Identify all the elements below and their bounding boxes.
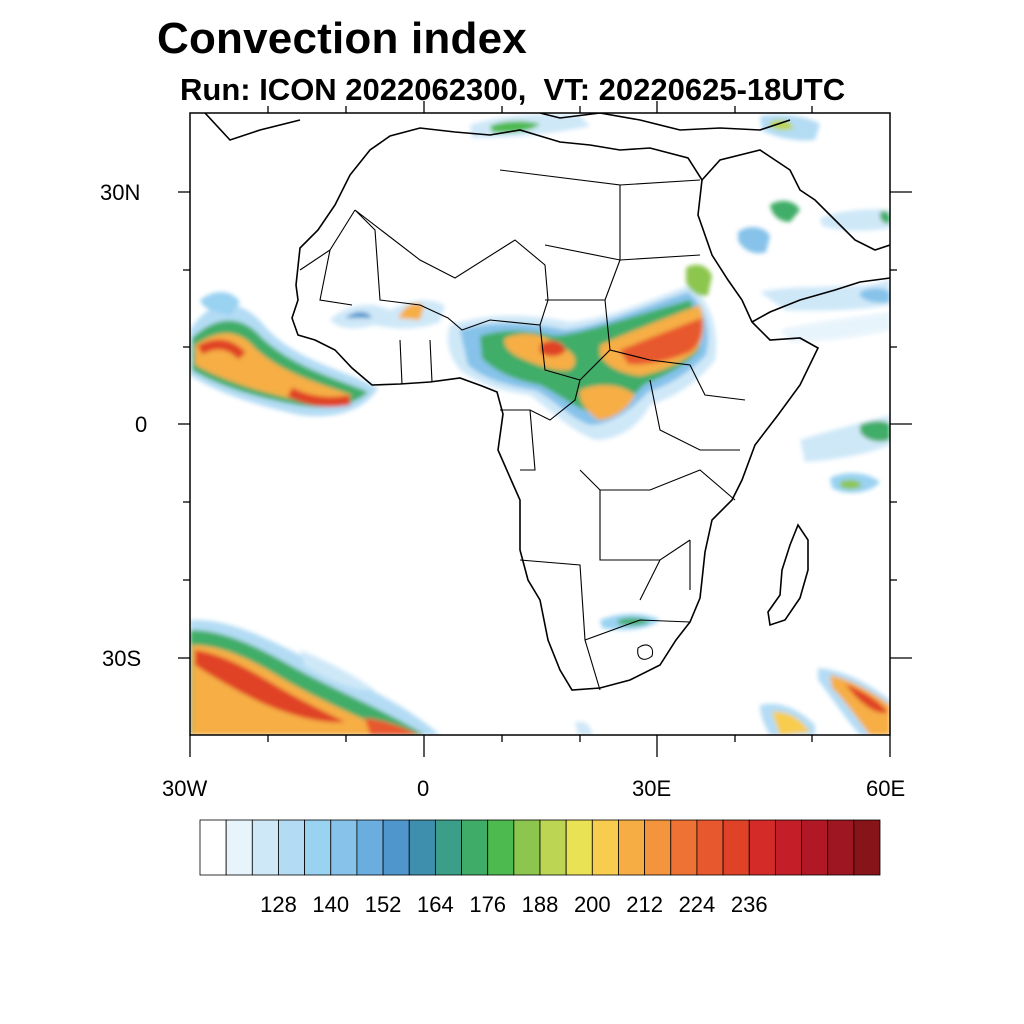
colorbar-swatch bbox=[251, 819, 279, 876]
colorbar-label: 164 bbox=[417, 892, 454, 917]
colorbar-swatch bbox=[356, 819, 384, 876]
coastlines bbox=[204, 113, 890, 691]
colorbar-swatch bbox=[513, 819, 541, 876]
colorbar-swatch bbox=[774, 819, 802, 876]
colorbar-label: 212 bbox=[626, 892, 663, 917]
colorbar-swatch bbox=[565, 819, 593, 876]
colorbar: 128 140 152 164 176 188 200 212 224 236 bbox=[199, 819, 881, 917]
colorbar-swatch bbox=[644, 819, 672, 876]
colorbar-swatch bbox=[408, 819, 436, 876]
colorbar-swatch bbox=[434, 819, 462, 876]
map-subtitle: Run: ICON 2022062300, VT: 20220625-18UTC bbox=[180, 72, 846, 107]
colorbar-swatch bbox=[591, 819, 619, 876]
colorbar-label: 224 bbox=[679, 892, 716, 917]
colorbar-label: 140 bbox=[312, 892, 349, 917]
colorbar-swatch bbox=[618, 819, 646, 876]
colorbar-swatch bbox=[748, 819, 776, 876]
colorbar-swatch bbox=[827, 819, 855, 876]
colorbar-swatch bbox=[539, 819, 567, 876]
map-title: Convection index bbox=[157, 14, 527, 63]
colorbar-label: 188 bbox=[522, 892, 559, 917]
x-tick-label: 0 bbox=[417, 776, 430, 801]
colorbar-label: 176 bbox=[469, 892, 506, 917]
colorbar-swatch bbox=[330, 819, 358, 876]
colorbar-label: 200 bbox=[574, 892, 611, 917]
y-tick-label: 30S bbox=[102, 646, 142, 671]
colorbar-swatch bbox=[487, 819, 515, 876]
colorbar-swatch bbox=[853, 819, 881, 876]
colorbar-label: 236 bbox=[731, 892, 768, 917]
y-tick-label: 30N bbox=[100, 180, 141, 205]
colorbar-swatch bbox=[304, 819, 332, 876]
colorbar-label: 128 bbox=[260, 892, 297, 917]
axis-ticks bbox=[178, 101, 912, 757]
convection-field bbox=[190, 114, 890, 735]
colorbar-swatch bbox=[225, 819, 253, 876]
colorbar-swatch bbox=[801, 819, 829, 876]
colorbar-swatch bbox=[382, 819, 410, 876]
country-borders bbox=[299, 169, 746, 691]
colorbar-swatch bbox=[199, 819, 227, 876]
colorbar-label: 152 bbox=[365, 892, 402, 917]
y-tick-label: 0 bbox=[135, 412, 148, 437]
colorbar-swatch bbox=[670, 819, 698, 876]
colorbar-swatch bbox=[461, 819, 489, 876]
colorbar-swatch bbox=[278, 819, 306, 876]
colorbar-swatch bbox=[696, 819, 724, 876]
colorbar-swatch bbox=[722, 819, 750, 876]
x-tick-label: 30E bbox=[632, 776, 672, 801]
x-tick-label: 60E bbox=[866, 776, 906, 801]
x-tick-label: 30W bbox=[162, 776, 208, 801]
